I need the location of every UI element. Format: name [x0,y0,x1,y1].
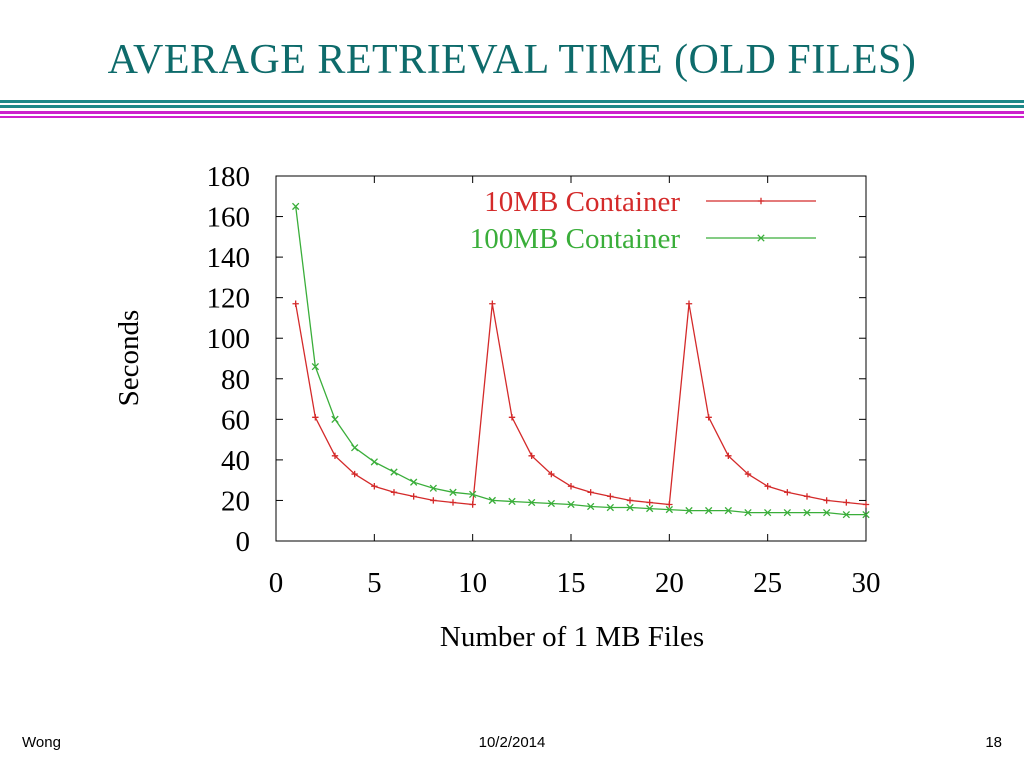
legend-label: 10MB Container [484,186,680,218]
data-point [311,362,319,371]
data-point [351,444,359,452]
data-point [508,497,516,506]
y-tick-label: 160 [207,202,251,234]
data-point [390,489,398,496]
y-tick-label: 0 [236,526,251,558]
data-point [528,498,536,507]
data-point [567,500,575,509]
data-point [685,506,693,515]
data-point [744,508,752,517]
data-point [705,414,712,421]
title-rule-teal-2 [0,105,1024,108]
data-point [390,468,398,476]
y-tick-label: 100 [207,323,251,355]
data-point [331,415,339,423]
series-line-2 [295,206,866,516]
data-point [823,508,831,517]
data-point [607,493,614,500]
data-point [430,497,437,504]
data-point [842,510,850,519]
data-point [351,470,358,478]
x-axis-label: Number of 1 MB Files [440,621,704,653]
data-point [862,510,870,519]
y-tick-label: 120 [207,283,251,315]
data-point [784,489,791,496]
data-point [626,497,634,504]
y-tick-label: 180 [207,161,251,193]
data-point [312,414,319,421]
data-point [587,489,594,496]
footer-page-number: 18 [985,734,1002,751]
data-point [488,496,496,505]
data-point [587,502,595,511]
data-point [646,504,654,513]
y-tick-label: 140 [207,242,251,274]
x-tick-label: 30 [852,567,881,599]
data-point [449,488,457,496]
series-line-1 [295,303,867,506]
data-point [331,452,339,460]
y-tick-label: 40 [221,445,250,477]
x-tick-label: 5 [367,567,382,599]
data-point [606,503,614,512]
data-point [823,497,830,504]
data-point [843,499,850,506]
y-tick-label: 80 [221,364,250,396]
x-tick-label: 25 [753,567,782,599]
slide-title: AVERAGE RETRIEVAL TIME (OLD FILES) [107,37,917,83]
data-point [803,493,811,500]
data-point [469,501,476,508]
data-point [469,490,477,499]
legend-marker [757,197,765,205]
footer-date: 10/2/2014 [478,734,546,751]
data-point [862,501,870,508]
x-tick-label: 20 [655,567,684,599]
data-point [528,452,535,460]
data-point [410,478,418,486]
data-point [547,499,555,508]
data-point [626,503,634,512]
data-point [783,508,791,517]
data-point [508,414,516,421]
data-point [292,202,300,211]
data-point [803,508,811,517]
data-point [666,501,673,508]
x-tick-label: 0 [269,567,284,599]
data-point [429,484,437,492]
x-tick-label: 10 [458,567,487,599]
data-point [410,493,417,500]
data-point [685,300,693,307]
data-point [449,499,457,506]
data-point [764,508,772,517]
title-rule-teal [0,100,1024,103]
data-point [665,505,673,514]
data-point [646,499,653,506]
data-point [764,483,771,490]
data-point [567,483,575,490]
data-point [744,470,752,478]
data-point [725,452,732,460]
y-tick-label: 20 [221,485,250,517]
footer-author: Wong [22,734,61,751]
legend-marker [757,234,765,242]
legend-label: 100MB Container [470,223,681,255]
y-axis-label: Seconds [113,310,145,407]
y-tick-label: 60 [221,404,250,436]
data-point [370,458,378,466]
data-point [371,483,378,490]
x-tick-label: 15 [557,567,586,599]
data-point [548,470,555,478]
data-point [724,506,732,515]
data-point [489,300,496,307]
title-rule-magenta [0,111,1024,114]
title-rule-magenta-2 [0,116,1024,118]
data-point [292,300,299,307]
data-point [705,506,713,515]
